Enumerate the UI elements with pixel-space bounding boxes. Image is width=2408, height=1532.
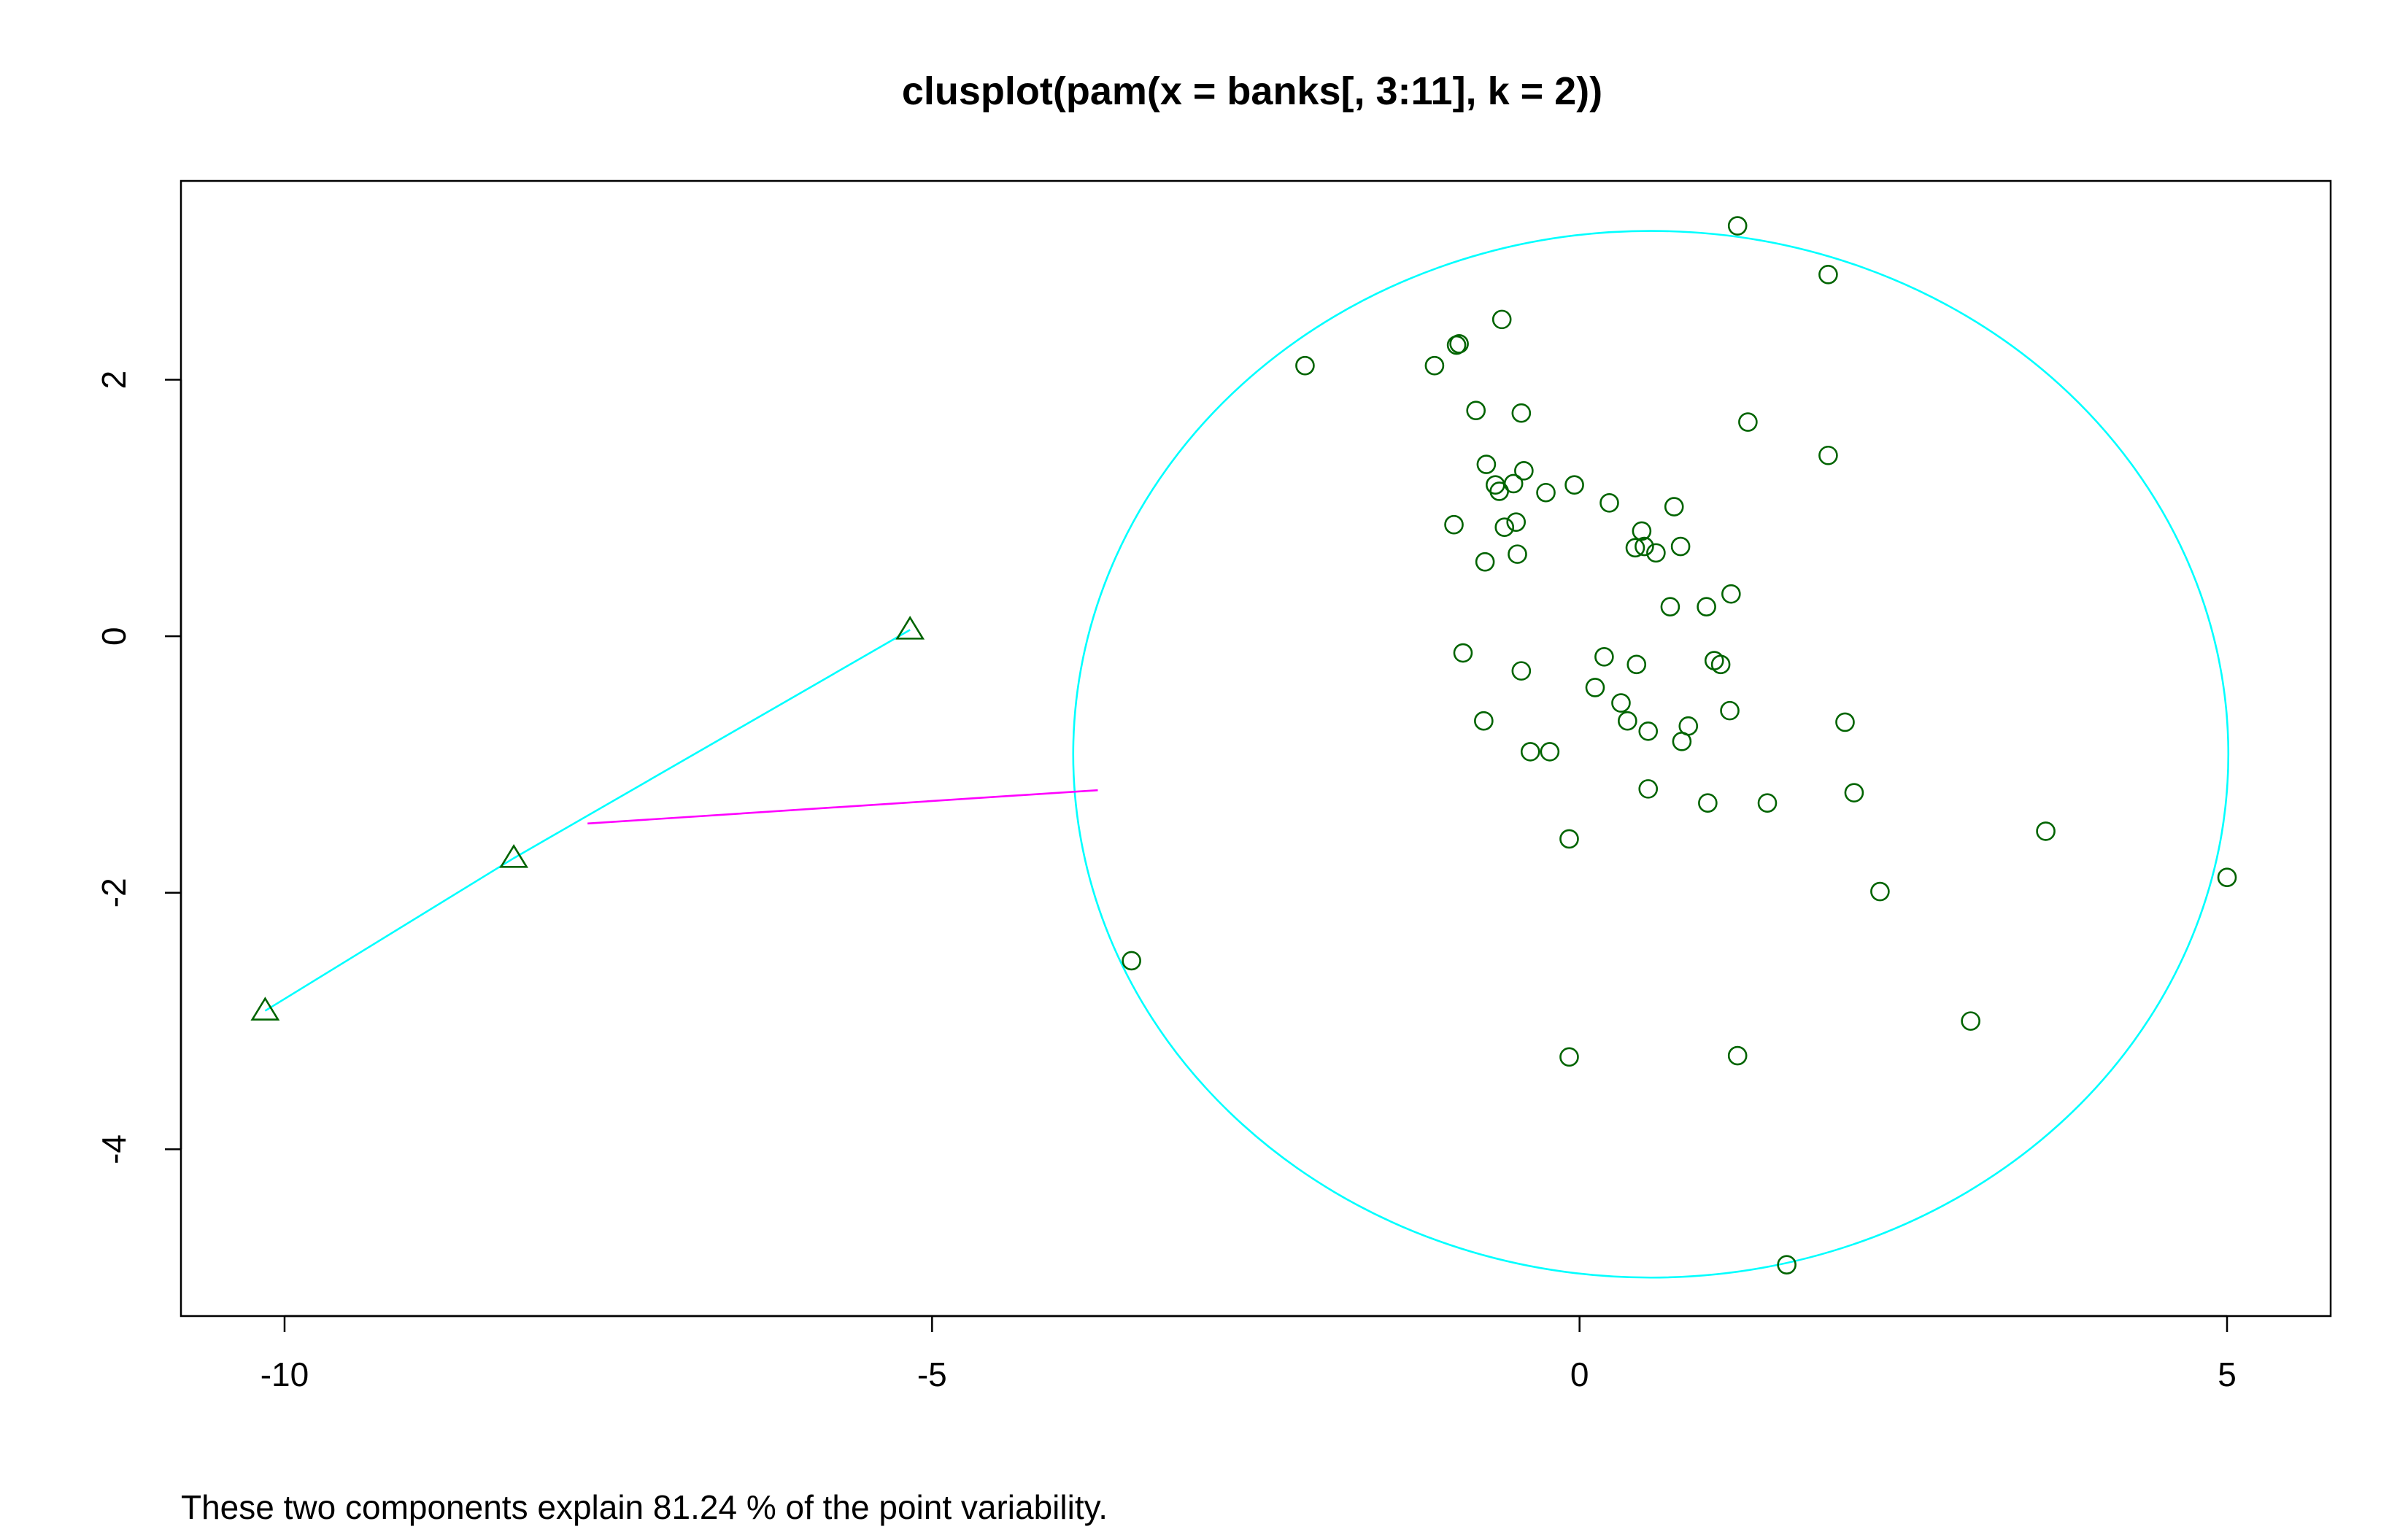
y-tick-label: 2 xyxy=(95,371,133,390)
chart-title: clusplot(pam(x = banks[, 3:11], k = 2)) xyxy=(902,69,1602,113)
cluster-2-point-59 xyxy=(1122,951,1141,971)
cluster-2-point-53 xyxy=(1698,793,1718,813)
cluster-2-point-16 xyxy=(1564,475,1584,495)
cluster-2-point-45 xyxy=(1835,712,1855,732)
cluster-2-point-38 xyxy=(1626,654,1647,675)
cluster-2-point-19 xyxy=(1599,493,1619,513)
cluster-2-point-9 xyxy=(1511,403,1532,423)
cluster-2-ellipse xyxy=(1072,230,2230,1279)
cluster-2-point-2 xyxy=(1818,265,1838,285)
cluster-2-point-39 xyxy=(1511,661,1532,681)
cluster-2-point-11 xyxy=(1818,445,1838,465)
variability-caption: These two components explain 81.24 % of … xyxy=(181,1488,1108,1526)
cluster-2-point-8 xyxy=(1466,401,1486,421)
cluster-2-point-58 xyxy=(1870,881,1890,902)
cluster-2-point-34 xyxy=(1453,643,1473,663)
cluster-2-point-41 xyxy=(1611,693,1631,713)
cluster-2-point-60 xyxy=(1961,1011,1980,1031)
cluster-2-point-56 xyxy=(1559,829,1579,849)
cluster-2-point-28 xyxy=(1670,536,1691,557)
cluster-2-point-17 xyxy=(1489,481,1509,501)
cluster-2-point-5 xyxy=(1446,335,1467,355)
cluster-2-point-61 xyxy=(1559,1047,1579,1067)
cluster-2-point-55 xyxy=(2036,821,2056,841)
y-axis: -4 -2 0 2 xyxy=(95,371,182,1164)
cluster-1-point-3 xyxy=(250,997,280,1021)
cluster-2-point-27 xyxy=(1646,543,1666,563)
cluster-2-point-23 xyxy=(1494,517,1515,538)
cluster-2-point-22 xyxy=(1506,512,1527,532)
y-tick-label: -4 xyxy=(95,1134,133,1164)
cluster-1-outline xyxy=(264,629,911,1012)
cluster-2-point-33 xyxy=(1697,597,1716,617)
x-axis: -10 -5 0 5 xyxy=(261,1315,2237,1393)
cluster-1-point-1 xyxy=(895,616,925,640)
cluster-2-point-26 xyxy=(1635,536,1654,557)
cluster-2-point-6 xyxy=(1295,355,1315,376)
cluster-2-point-36 xyxy=(1704,651,1724,670)
cluster-2-point-50 xyxy=(1540,742,1560,762)
cluster-2-point-31 xyxy=(1721,584,1741,604)
cluster-2-point-32 xyxy=(1660,597,1680,617)
cluster-2-point-7 xyxy=(1424,355,1445,376)
connector-layer xyxy=(587,789,1098,825)
clusters-layer xyxy=(264,230,2230,1279)
cluster-2-point-44 xyxy=(1618,711,1637,731)
cluster-2-point-24 xyxy=(1632,521,1652,541)
cluster-2-point-3 xyxy=(1492,309,1512,330)
cluster-2-point-37 xyxy=(1710,654,1731,675)
cluster-2-point-42 xyxy=(1720,700,1740,721)
x-tick-label: 0 xyxy=(1570,1355,1589,1393)
plot-frame xyxy=(180,179,2332,1318)
cluster-2-point-35 xyxy=(1594,646,1614,667)
cluster-2-point-30 xyxy=(1475,552,1495,572)
cluster-1-point-2 xyxy=(499,844,529,868)
cluster-2-point-29 xyxy=(1508,544,1527,564)
cluster-2-point-10 xyxy=(1738,412,1758,432)
cluster-2-point-63 xyxy=(1777,1255,1797,1274)
cluster-2-point-1 xyxy=(1727,216,1748,236)
cluster-2-point-47 xyxy=(1638,721,1659,741)
y-tick-label: 0 xyxy=(95,627,133,646)
cluster-2-point-40 xyxy=(1585,678,1605,697)
cluster-2-point-13 xyxy=(1514,461,1534,481)
cluster-2-point-25 xyxy=(1625,538,1645,558)
cluster-2-point-49 xyxy=(1520,742,1540,762)
cluster-2-point-43 xyxy=(1474,711,1494,731)
cluster-2-point-62 xyxy=(1727,1045,1748,1066)
cluster-2-point-52 xyxy=(1844,783,1864,802)
points-layer xyxy=(250,216,2237,1274)
y-tick-label: -2 xyxy=(95,878,133,908)
cluster-2-point-54 xyxy=(1757,793,1778,813)
cluster-connector-line xyxy=(587,789,1098,825)
cluster-2-point-48 xyxy=(1672,732,1692,751)
x-tick-label: -5 xyxy=(917,1355,947,1393)
x-tick-label: -10 xyxy=(261,1355,309,1393)
cluster-2-point-21 xyxy=(1444,514,1464,535)
cluster-2-point-14 xyxy=(1486,475,1505,495)
cluster-2-point-12 xyxy=(1476,454,1497,474)
cluster-2-point-51 xyxy=(1638,779,1659,799)
cluster-2-point-18 xyxy=(1536,482,1556,503)
cluster-2-point-20 xyxy=(1664,497,1684,517)
x-tick-label: 5 xyxy=(2218,1355,2237,1393)
cluster-2-point-57 xyxy=(2217,867,2237,887)
